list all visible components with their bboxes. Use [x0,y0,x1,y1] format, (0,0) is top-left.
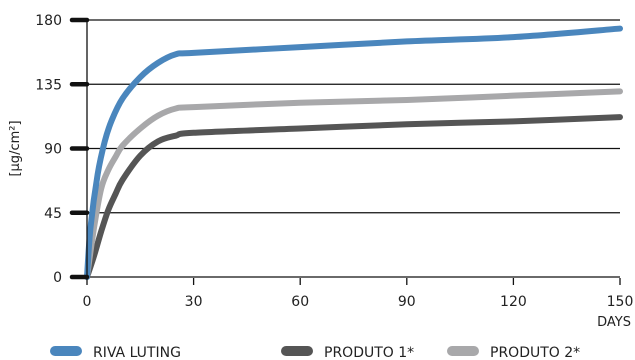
legend-label-1: PRODUTO 1* [324,345,414,360]
y-tick-label-2: 90 [44,142,62,158]
x-tick-label-3: 90 [398,294,416,310]
x-tick-label-1: 30 [185,294,203,310]
y-tick-label-1: 45 [44,206,62,222]
x-tick-label-5: 150 [607,294,634,310]
y-tick-label-4: 180 [35,13,62,29]
x-tick-label-2: 60 [291,294,309,310]
y-axis-title: [µg/cm²] [8,120,23,176]
y-tick-label-0: 0 [53,270,62,286]
x-axis-title: DAYS [597,315,631,330]
x-tick-label-4: 120 [500,294,527,310]
series-line-2 [84,88,623,280]
axis-layer: 0 45 90 135 180 0 30 60 90 120 150 [35,13,633,310]
series-line-0 [84,25,623,280]
series-line-1 [84,114,623,280]
series-layer [84,25,623,280]
grid-layer [87,19,620,278]
y-tick-label-3: 135 [35,77,62,93]
legend-label-2: PRODUTO 2* [490,345,580,360]
legend: RIVA LUTING PRODUTO 1* PRODUTO 2* [50,345,580,360]
legend-label-0: RIVA LUTING [93,345,181,360]
x-tick-label-0: 0 [83,294,92,310]
